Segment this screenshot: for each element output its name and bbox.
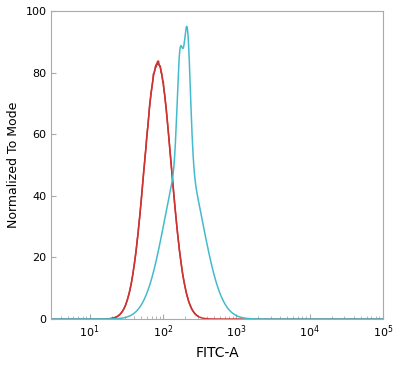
Y-axis label: Normalized To Mode: Normalized To Mode xyxy=(7,102,20,228)
X-axis label: FITC-A: FITC-A xyxy=(195,346,239,360)
